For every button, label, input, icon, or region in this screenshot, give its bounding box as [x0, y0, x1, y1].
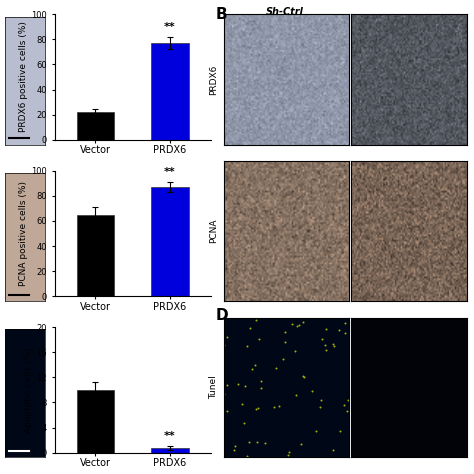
- Point: [292, 391, 300, 399]
- Text: PCNA: PCNA: [209, 219, 218, 243]
- Text: **: **: [164, 431, 176, 441]
- Point: [231, 442, 238, 450]
- Point: [293, 322, 301, 330]
- Bar: [151, 187, 189, 296]
- Point: [295, 322, 303, 329]
- Point: [329, 446, 337, 454]
- Point: [220, 391, 228, 398]
- Point: [223, 382, 230, 389]
- Point: [275, 402, 283, 410]
- Point: [289, 320, 296, 328]
- Point: [230, 447, 237, 454]
- Point: [261, 439, 269, 447]
- Point: [257, 377, 265, 385]
- Text: PRDX6: PRDX6: [209, 64, 218, 95]
- Point: [248, 365, 255, 373]
- Point: [238, 400, 246, 408]
- Point: [313, 427, 320, 435]
- Bar: [151, 447, 189, 453]
- Point: [244, 342, 251, 350]
- Point: [244, 452, 251, 459]
- Point: [253, 438, 261, 446]
- Point: [341, 329, 349, 337]
- Point: [336, 427, 344, 435]
- Point: [270, 403, 278, 411]
- Point: [223, 333, 230, 341]
- Point: [299, 319, 307, 326]
- Point: [285, 449, 292, 456]
- Point: [344, 396, 351, 404]
- Point: [246, 324, 254, 332]
- Y-axis label: PRDX6 positive cells (%): PRDX6 positive cells (%): [19, 22, 28, 132]
- Text: **: **: [164, 22, 176, 32]
- Point: [316, 403, 324, 410]
- Point: [329, 340, 337, 347]
- Point: [301, 374, 308, 381]
- Point: [322, 346, 330, 354]
- Y-axis label: Apoptotic cells (%): Apoptotic cells (%): [25, 347, 34, 433]
- Point: [340, 401, 348, 409]
- Point: [253, 316, 260, 323]
- Point: [341, 319, 348, 327]
- Bar: [77, 112, 114, 140]
- Text: B: B: [216, 7, 228, 22]
- Text: Sh-Ctrl: Sh-Ctrl: [265, 7, 303, 17]
- Point: [252, 361, 259, 369]
- Point: [281, 328, 289, 336]
- Point: [299, 372, 307, 380]
- Text: D: D: [216, 308, 228, 323]
- Point: [297, 440, 304, 448]
- Point: [308, 387, 315, 394]
- Bar: [77, 390, 114, 453]
- Point: [291, 347, 299, 355]
- Point: [317, 397, 324, 404]
- Point: [246, 438, 253, 446]
- Point: [321, 342, 328, 349]
- Point: [281, 338, 289, 346]
- Point: [318, 335, 326, 342]
- Bar: [77, 215, 114, 296]
- Text: **: **: [164, 167, 176, 177]
- Point: [220, 342, 228, 349]
- Point: [257, 384, 264, 392]
- Point: [343, 407, 351, 415]
- Point: [272, 365, 280, 372]
- Point: [279, 356, 286, 363]
- Point: [252, 405, 259, 413]
- Point: [234, 380, 242, 388]
- Point: [255, 336, 263, 343]
- Text: Tunel: Tunel: [209, 375, 218, 400]
- Y-axis label: PCNA positive cells (%): PCNA positive cells (%): [19, 181, 28, 286]
- Point: [330, 342, 338, 350]
- Point: [224, 408, 231, 415]
- Point: [255, 404, 262, 412]
- Point: [241, 382, 248, 390]
- Point: [240, 419, 247, 427]
- Point: [322, 325, 330, 332]
- Point: [285, 451, 292, 458]
- Point: [335, 326, 343, 334]
- Bar: [151, 43, 189, 140]
